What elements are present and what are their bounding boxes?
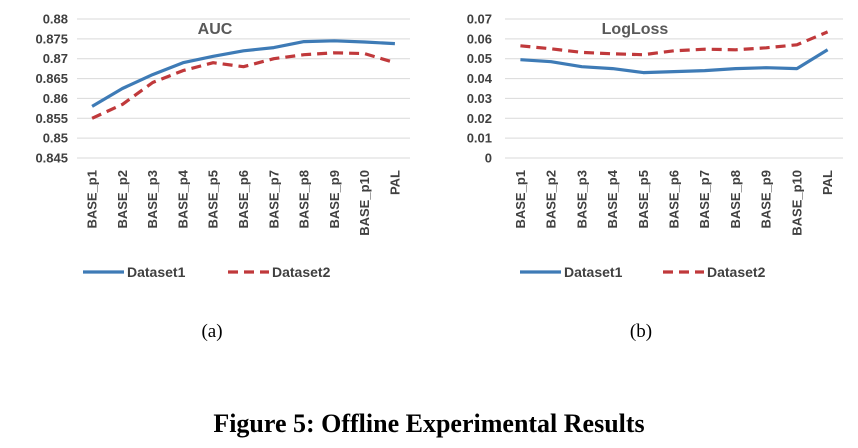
y-tick-label: 0.85 bbox=[43, 131, 68, 146]
chart-logloss: 0 0.01 0.02 0.03 0.04 0.05 0.06 0.07 BASE_p1 BASE… bbox=[467, 12, 843, 342]
y-tick-label: 0.03 bbox=[467, 91, 492, 106]
series-line-dataset2 bbox=[520, 30, 829, 57]
figure-caption: Figure 5: Offline Experimental Results bbox=[213, 409, 644, 438]
chart-title: AUC bbox=[198, 21, 233, 38]
x-tick-label: BASE_p9 bbox=[327, 170, 342, 229]
y-tick-label: 0.88 bbox=[43, 12, 68, 27]
y-tick-label: 0.07 bbox=[467, 12, 492, 27]
subfigure-label: (a) bbox=[201, 321, 222, 342]
y-tick-label: 0.855 bbox=[35, 111, 68, 126]
legend-label: Dataset1 bbox=[127, 264, 186, 280]
y-tick-label: 0.845 bbox=[35, 151, 68, 166]
x-tick-label: BASE_p5 bbox=[206, 170, 221, 229]
x-tick-label: BASE_p4 bbox=[175, 169, 190, 228]
subfigure-label: (b) bbox=[630, 321, 652, 342]
x-tick-label: BASE_p6 bbox=[236, 170, 251, 229]
x-tick-label: BASE_p3 bbox=[574, 170, 589, 229]
y-tick-label: 0 bbox=[485, 151, 492, 166]
x-tick-label: BASE_p8 bbox=[728, 170, 743, 229]
y-tick-label: 0.02 bbox=[467, 111, 492, 126]
x-tick-label: PAL bbox=[820, 170, 835, 195]
legend-label: Dataset1 bbox=[564, 264, 623, 280]
y-tick-label: 0.05 bbox=[467, 51, 492, 66]
x-tick-label: BASE_p4 bbox=[605, 169, 620, 228]
chart-title: LogLoss bbox=[602, 21, 669, 38]
series-line-dataset1 bbox=[520, 48, 829, 75]
x-tick-label: BASE_p1 bbox=[85, 170, 100, 229]
y-tick-label: 0.06 bbox=[467, 31, 492, 46]
x-tick-label: BASE_p9 bbox=[759, 170, 774, 229]
y-tick-label: 0.04 bbox=[467, 71, 493, 86]
x-tick-label: BASE_p1 bbox=[513, 170, 528, 229]
x-tick-label: BASE_p6 bbox=[667, 170, 682, 229]
y-tick-label: 0.875 bbox=[35, 31, 68, 46]
y-tick-label: 0.01 bbox=[467, 131, 492, 146]
x-tick-label: BASE_p10 bbox=[357, 170, 372, 236]
y-tick-label: 0.865 bbox=[35, 71, 68, 86]
x-tick-label: BASE_p3 bbox=[145, 170, 160, 229]
x-tick-label: BASE_p5 bbox=[636, 170, 651, 229]
x-tick-label: BASE_p7 bbox=[266, 170, 281, 229]
x-tick-label: BASE_p2 bbox=[115, 170, 130, 229]
legend-label: Dataset2 bbox=[272, 264, 331, 280]
x-tick-label: PAL bbox=[387, 170, 402, 195]
y-tick-label: 0.86 bbox=[43, 91, 68, 106]
chart-auc: 0.845 0.85 0.855 0.86 0.865 0.87 0.875 0.88 BASE… bbox=[35, 12, 410, 342]
y-tick-label: 0.87 bbox=[43, 51, 68, 66]
x-tick-label: BASE_p2 bbox=[544, 170, 559, 229]
x-tick-label: BASE_p10 bbox=[789, 170, 804, 236]
series-line-dataset1 bbox=[91, 39, 395, 108]
x-tick-label: BASE_p8 bbox=[297, 170, 312, 229]
series-line-dataset2 bbox=[91, 51, 396, 120]
legend-label: Dataset2 bbox=[707, 264, 766, 280]
x-tick-label: BASE_p7 bbox=[697, 170, 712, 229]
